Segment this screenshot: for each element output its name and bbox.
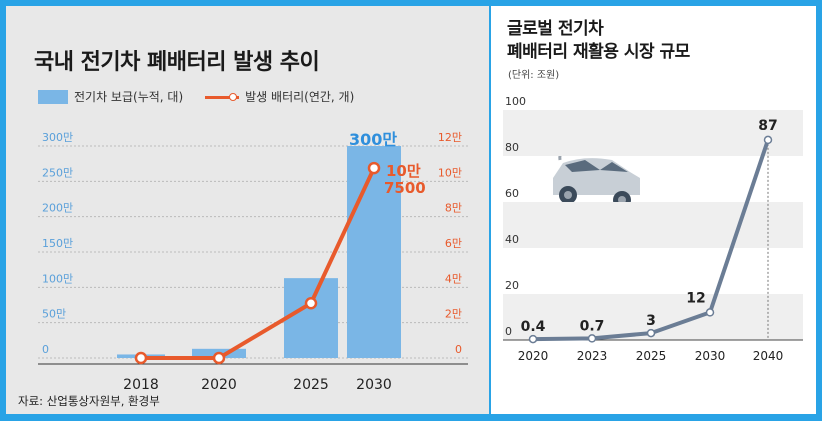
- bar-data-label-2030: 300만: [349, 130, 397, 149]
- right-axis-tick-label: 6만: [445, 237, 462, 250]
- right-axis-tick-label: 2만: [445, 308, 462, 321]
- line-point-2030: [367, 161, 381, 175]
- category-label: 2020: [201, 377, 237, 393]
- legend-bar-label: 전기차 보급(누적, 대): [74, 90, 184, 104]
- left-axis-tick-label: 150만: [42, 237, 73, 250]
- line-data-label-2030-line1: 10만: [386, 162, 421, 180]
- category-label: 2025: [293, 377, 329, 393]
- line-point-2020: [212, 351, 226, 365]
- right-axis-tick-label: 4만: [445, 272, 462, 285]
- bar-2025: [284, 278, 338, 358]
- line-data-label-2030-line2: 7500: [384, 179, 426, 197]
- right-axis-tick-label: 0: [455, 343, 462, 356]
- left-axis-tick-label: 200만: [42, 202, 73, 215]
- left-axis-tick-label: 0: [42, 343, 49, 356]
- right-axis-tick-label: 12만: [438, 131, 462, 144]
- left-axis-tick-label: 50만: [42, 308, 66, 321]
- legend-line-label: 발생 배터리(연간, 개): [245, 90, 355, 104]
- left-axis-tick-label: 250만: [42, 166, 73, 179]
- legend-line-swatch: [205, 90, 240, 104]
- right-axis-tick-label: 10만: [438, 166, 462, 179]
- left-chart-title: 국내 전기차 폐배터리 발생 추이: [34, 50, 320, 75]
- right-unit-label: (단위: 조원): [508, 70, 560, 81]
- line-point-2025: [304, 296, 318, 310]
- line-point-2018: [134, 351, 148, 365]
- category-label: 2030: [356, 377, 392, 393]
- left-chart-panel: [6, 6, 489, 414]
- left-axis-tick-label: 300만: [42, 131, 73, 144]
- right-title-line1: 글로벌 전기차: [507, 19, 604, 39]
- line-series-path: [141, 167, 376, 360]
- right-title-line2: 폐배터리 재활용 시장 규모: [507, 42, 690, 62]
- category-label: 2018: [123, 377, 159, 393]
- right-axis-tick-label: 8만: [445, 202, 462, 215]
- legend-bar-swatch: [38, 89, 68, 104]
- left-axis-tick-label: 100만: [42, 272, 73, 285]
- left-legend: 전기차 보급(누적, 대) 발생 배터리(연간, 개): [38, 88, 354, 105]
- source-note: 자료: 산업통상자원부, 환경부: [18, 394, 160, 408]
- right-chart-title: 글로벌 전기차 폐배터리 재활용 시장 규모: [507, 18, 690, 64]
- bar-2030: [347, 146, 401, 358]
